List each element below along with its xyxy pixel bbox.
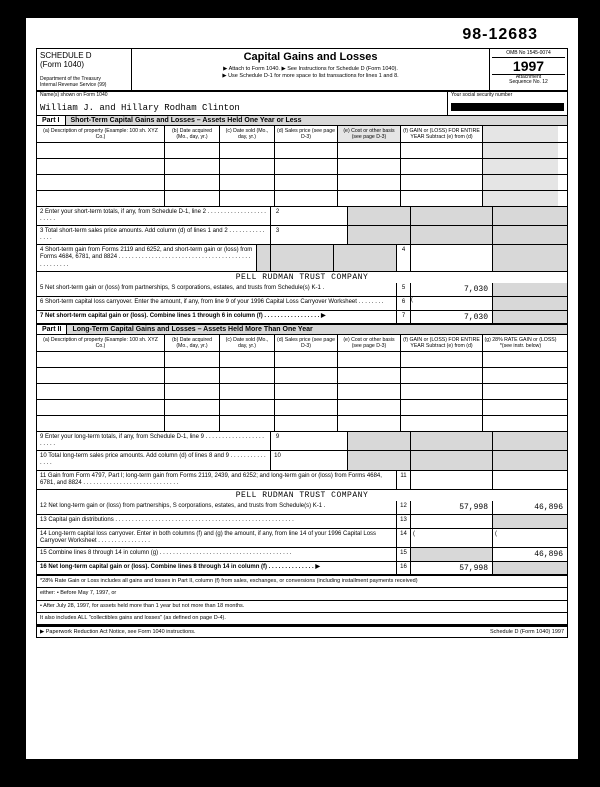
irs: Internal Revenue Service (99) [40,83,128,89]
line11: 11 Gain from Form 4797, Part I; long-ter… [36,471,568,490]
part1-company: PELL RUDMAN TRUST COMPANY [36,272,568,283]
line2: 2 Enter your short-term totals, if any, … [36,207,568,226]
footnote-28-3: • After July 28, 1997, for assets held m… [36,601,568,613]
line12-desc: 12 Net long-term gain or (loss) from par… [37,501,396,514]
line7-amt: 7,030 [410,311,492,323]
ssn-label: Your social security number [451,93,564,99]
att-seq: Sequence No. 12 [492,80,565,86]
line4: 4 Short-term gain from Forms 2119 and 62… [36,245,568,272]
p2-col-g: (g) 28% RATE GAIN or (LOSS) *(see instr.… [483,335,558,351]
col-e: (e) Cost or other basis (see page D-3) [338,126,401,142]
line7-desc: 7 Net short-term capital gain or (loss).… [37,311,396,323]
part1-colhdr: (a) Description of property (Example: 10… [36,126,568,143]
line14-desc: 14 Long-term capital loss carryover. Ent… [37,529,396,547]
line10-desc: 10 Total long-term sales price amounts. … [37,451,270,469]
used1-line: ▶ Use Schedule D-1 for more space to lis… [135,73,486,80]
col-f: (f) GAIN or (LOSS) FOR ENTIRE YEAR Subtr… [401,126,483,142]
document-number: 98-12683 [36,26,568,48]
col-g-blank [483,126,558,142]
attach-line: ▶ Attach to Form 1040. ▶ See Instruction… [135,66,486,73]
line13: 13 Capital gain distributions . . . . . … [36,515,568,529]
line16-desc: 16 Net long-term capital gain or (loss).… [37,562,396,574]
line15: 15 Combine lines 8 through 14 in column … [36,548,568,562]
line16: 16 Net long-term capital gain or (loss).… [36,562,568,576]
line4-desc: 4 Short-term gain from Forms 2119 and 62… [37,245,256,271]
footer-row: ▶ Paperwork Reduction Act Notice, see Fo… [36,625,568,638]
line9-desc: 9 Enter your long-term totals, if any, f… [37,432,270,450]
footnote-28-2: either: • Before May 7, 1997, or [36,588,568,600]
page: 98-12683 SCHEDULE D (Form 1040) Departme… [26,18,578,759]
line5-desc: 5 Net short-term gain or (loss) from par… [37,283,396,296]
part2-label: Part II [37,325,67,334]
part1-label: Part I [37,116,66,125]
line12-f: 57,998 [410,501,492,514]
line12: 12 Net long-term gain or (loss) from par… [36,501,568,515]
form-title: Capital Gains and Losses [135,51,486,63]
p2-col-d: (d) Sales price (see page D-3) [275,335,338,351]
line15-desc: 15 Combine lines 8 through 14 in column … [37,548,396,561]
form-sub: (Form 1040) [40,60,128,69]
line7: 7 Net short-term capital gain or (loss).… [36,311,568,325]
part2-company: PELL RUDMAN TRUST COMPANY [36,490,568,501]
line11-desc: 11 Gain from Form 4797, Part I; long-ter… [37,471,396,489]
line9: 9 Enter your long-term totals, if any, f… [36,432,568,451]
col-d: (d) Sales price (see page D-3) [275,126,338,142]
line5: 5 Net short-term gain or (loss) from par… [36,283,568,297]
line16-f: 57,998 [410,562,492,574]
line6-desc: 6 Short-term capital loss carryover. Ent… [37,297,396,310]
part1-blank-rows [36,143,568,207]
line3-desc: 3 Total short-term sales price amounts. … [37,226,270,244]
line5-amt: 7,030 [410,283,492,296]
part1-bar: Part I Short-Term Capital Gains and Loss… [36,115,568,126]
p2-col-c: (c) Date sold (Mo., day, yr.) [220,335,275,351]
part2-desc: Long-Term Capital Gains and Losses – Ass… [67,325,567,334]
schedule-label: SCHEDULE D [40,51,128,60]
col-b: (b) Date acquired (Mo., day, yr.) [165,126,220,142]
line6: 6 Short-term capital loss carryover. Ent… [36,297,568,311]
line14: 14 Long-term capital loss carryover. Ent… [36,529,568,548]
footnote-28-1: *28% Rate Gain or Loss includes all gain… [36,576,568,588]
name-row: Name(s) shown on Form 1040 William J. an… [36,92,568,115]
ssn-redacted [451,103,564,111]
line15-g: 46,896 [492,548,567,561]
pra-notice: ▶ Paperwork Reduction Act Notice, see Fo… [40,629,490,635]
schedule-footer: Schedule D (Form 1040) 1997 [490,629,564,635]
form-header: SCHEDULE D (Form 1040) Department of the… [36,48,568,92]
p2-col-a: (a) Description of property (Example: 10… [37,335,165,351]
footnote-28-4: It also includes ALL "collectibles gains… [36,613,568,625]
p2-col-b: (b) Date acquired (Mo., day, yr.) [165,335,220,351]
line13-desc: 13 Capital gain distributions . . . . . … [37,515,396,528]
p2-col-f: (f) GAIN or (LOSS) FOR ENTIRE YEAR Subtr… [401,335,483,351]
line12-g: 46,896 [492,501,567,514]
part2-blank-rows [36,352,568,432]
part2-bar: Part II Long-Term Capital Gains and Loss… [36,325,568,335]
line3: 3 Total short-term sales price amounts. … [36,226,568,245]
col-c: (c) Date sold (Mo., day, yr.) [220,126,275,142]
p2-col-e: (e) Cost or other basis (see page D-3) [338,335,401,351]
part2-colhdr: (a) Description of property (Example: 10… [36,335,568,352]
tax-year: 1997 [492,57,565,75]
col-a: (a) Description of property (Example: 10… [37,126,165,142]
part1-desc: Short-Term Capital Gains and Losses – As… [66,116,567,125]
taxpayer-name: William J. and Hillary Rodham Clinton [40,99,444,113]
line10: 10 Total long-term sales price amounts. … [36,451,568,470]
line2-desc: 2 Enter your short-term totals, if any, … [37,207,270,225]
